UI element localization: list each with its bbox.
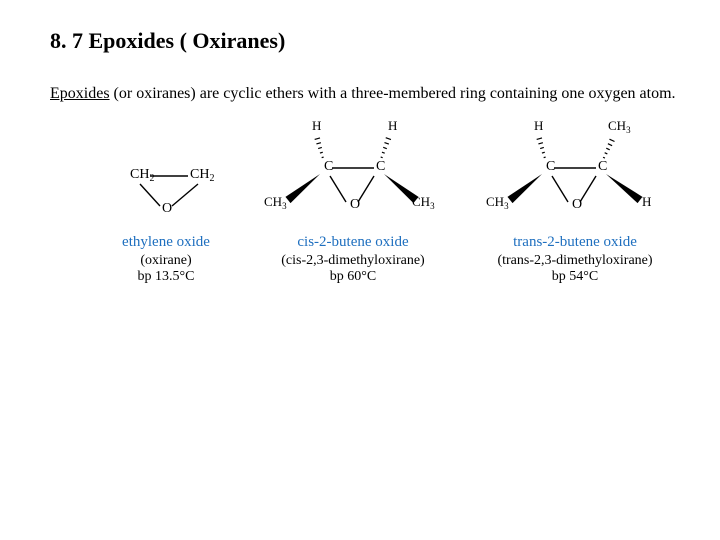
boiling-point: bp 54°C <box>552 269 598 285</box>
iupac-name: (cis-2,3-dimethyloxirane) <box>281 253 424 269</box>
svg-text:CH3: CH3 <box>608 118 631 135</box>
svg-text:C: C <box>598 159 607 174</box>
svg-text:CH3: CH3 <box>412 194 435 211</box>
svg-text:H: H <box>388 118 397 133</box>
compound-name: ethylene oxide <box>122 234 210 251</box>
molecule-row: CH2 CH2 Oethylene oxide (oxirane)bp 13.5°C H… <box>50 118 680 285</box>
iupac-name: (trans-2,3-dimethyloxirane) <box>497 253 652 269</box>
boiling-point: bp 60°C <box>330 269 376 285</box>
section-heading: 8. 7 Epoxides ( Oxiranes) <box>50 28 680 54</box>
svg-text:CH2: CH2 <box>130 167 154 184</box>
compound-name: cis-2-butene oxide <box>297 234 408 251</box>
molecule-cis-2-butene-oxide: H H C C O CH3 CH3 cis-2-butene oxide (cis-2,3-di… <box>258 118 448 285</box>
iupac-name: (oxirane) <box>140 253 191 269</box>
intro-paragraph: Epoxides (or oxiranes) are cyclic ethers… <box>50 84 680 104</box>
svg-text:H: H <box>534 118 543 133</box>
molecule-ethylene-oxide: CH2 CH2 Oethylene oxide (oxirane)bp 13.5°C <box>106 158 226 285</box>
svg-text:C: C <box>546 159 555 174</box>
svg-text:O: O <box>350 197 360 212</box>
svg-text:CH3: CH3 <box>264 194 287 211</box>
molecule-trans-2-butene-oxide: H CH3 C C O CH3 Htrans-2-butene oxide (trans-2,… <box>480 118 670 285</box>
svg-text:O: O <box>162 201 172 216</box>
svg-text:CH3: CH3 <box>486 194 509 211</box>
intro-rest: (or oxiranes) are cyclic ethers with a t… <box>110 85 676 102</box>
svg-text:O: O <box>572 197 582 212</box>
structure-svg: CH2 CH2 O <box>106 158 226 228</box>
svg-text:CH2: CH2 <box>190 167 214 184</box>
svg-text:C: C <box>376 159 385 174</box>
intro-underlined-term: Epoxides <box>50 85 110 102</box>
svg-text:H: H <box>642 194 651 209</box>
svg-text:H: H <box>312 118 321 133</box>
boiling-point: bp 13.5°C <box>138 269 195 285</box>
structure-svg: H CH3 C C O CH3 H <box>480 118 670 228</box>
svg-text:C: C <box>324 159 333 174</box>
compound-name: trans-2-butene oxide <box>513 234 637 251</box>
structure-svg: H H C C O CH3 CH3 <box>258 118 448 228</box>
